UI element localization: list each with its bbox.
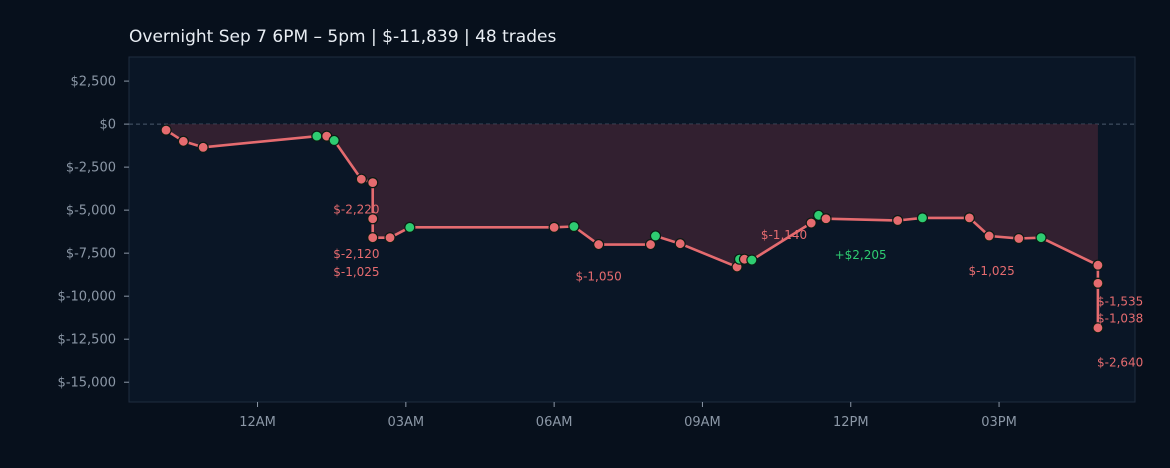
loss-marker: [1013, 232, 1025, 245]
trade-annotation: $-1,025: [968, 264, 1014, 278]
loss-marker: [177, 135, 189, 147]
y-tick-label: $-10,000: [58, 290, 116, 305]
win-marker: [568, 220, 580, 233]
x-tick-label: 09AM: [684, 415, 721, 430]
loss-marker: [983, 230, 995, 242]
trade-annotation: $-1,025: [333, 265, 379, 279]
loss-marker: [892, 214, 904, 227]
trade-annotation: $-2,640: [1097, 355, 1143, 369]
y-tick-label: $-5,000: [66, 204, 116, 219]
loss-marker: [963, 212, 975, 224]
win-marker: [746, 254, 758, 266]
win-marker: [404, 221, 416, 233]
loss-marker: [644, 238, 657, 251]
trade-markers: [160, 124, 1104, 334]
x-tick-label: 03AM: [388, 415, 425, 430]
loss-marker: [805, 217, 817, 229]
loss-marker: [355, 173, 367, 185]
trade-annotation: $-1,140: [761, 228, 807, 242]
loss-marker: [1092, 322, 1104, 334]
win-marker: [649, 230, 662, 242]
loss-marker: [367, 232, 379, 244]
series-line: [165, 129, 1100, 328]
y-tick-label: $-12,500: [58, 333, 116, 348]
loss-marker: [820, 213, 832, 225]
loss-marker: [197, 141, 209, 153]
trade-annotation: $-1,038: [1097, 312, 1143, 326]
chart-title: Overnight Sep 7 6PM – 5pm | $-11,839 | 4…: [129, 27, 556, 47]
y-tick-label: $-2,500: [66, 161, 116, 176]
drawdown-area: [166, 124, 1098, 328]
win-marker: [916, 212, 929, 224]
y-tick-label: $2,500: [71, 75, 117, 90]
loss-marker: [160, 124, 172, 136]
trade-annotation: $-2,220: [333, 202, 379, 216]
y-tick-label: $0: [99, 118, 116, 133]
x-axis: 12AM 03AM 06AM 09AM 12PM 03PM: [239, 402, 1017, 430]
win-marker: [311, 130, 323, 142]
x-tick-label: 03PM: [981, 415, 1017, 430]
trade-annotations: $-2,220 $-2,120 $-1,025 $-1,050 $-1,140 +$2,2…: [333, 202, 1143, 369]
x-tick-label: 12PM: [833, 415, 869, 430]
loss-marker: [1092, 259, 1104, 271]
y-tick-label: $-15,000: [58, 376, 116, 391]
loss-marker: [548, 221, 560, 233]
loss-marker: [367, 213, 379, 225]
trade-annotation: $-1,050: [575, 269, 621, 283]
loss-marker: [674, 238, 686, 250]
x-tick-label: 06AM: [536, 415, 573, 430]
trade-annotation: $-2,120: [333, 247, 379, 261]
win-marker: [1035, 232, 1047, 244]
x-tick-label: 12AM: [239, 415, 276, 430]
loss-marker: [384, 232, 396, 244]
trade-annotation: +$2,205: [835, 248, 887, 262]
loss-marker: [367, 177, 379, 189]
y-tick-label: $-7,500: [66, 247, 116, 262]
y-axis: $2,500 $0 $-2,500 $-5,000 $-7,500 $-10,000 $-1…: [58, 75, 129, 391]
trade-annotation: $-1,535: [1097, 294, 1143, 308]
loss-marker: [1092, 277, 1104, 289]
win-marker: [328, 134, 340, 147]
loss-marker: [593, 238, 605, 251]
